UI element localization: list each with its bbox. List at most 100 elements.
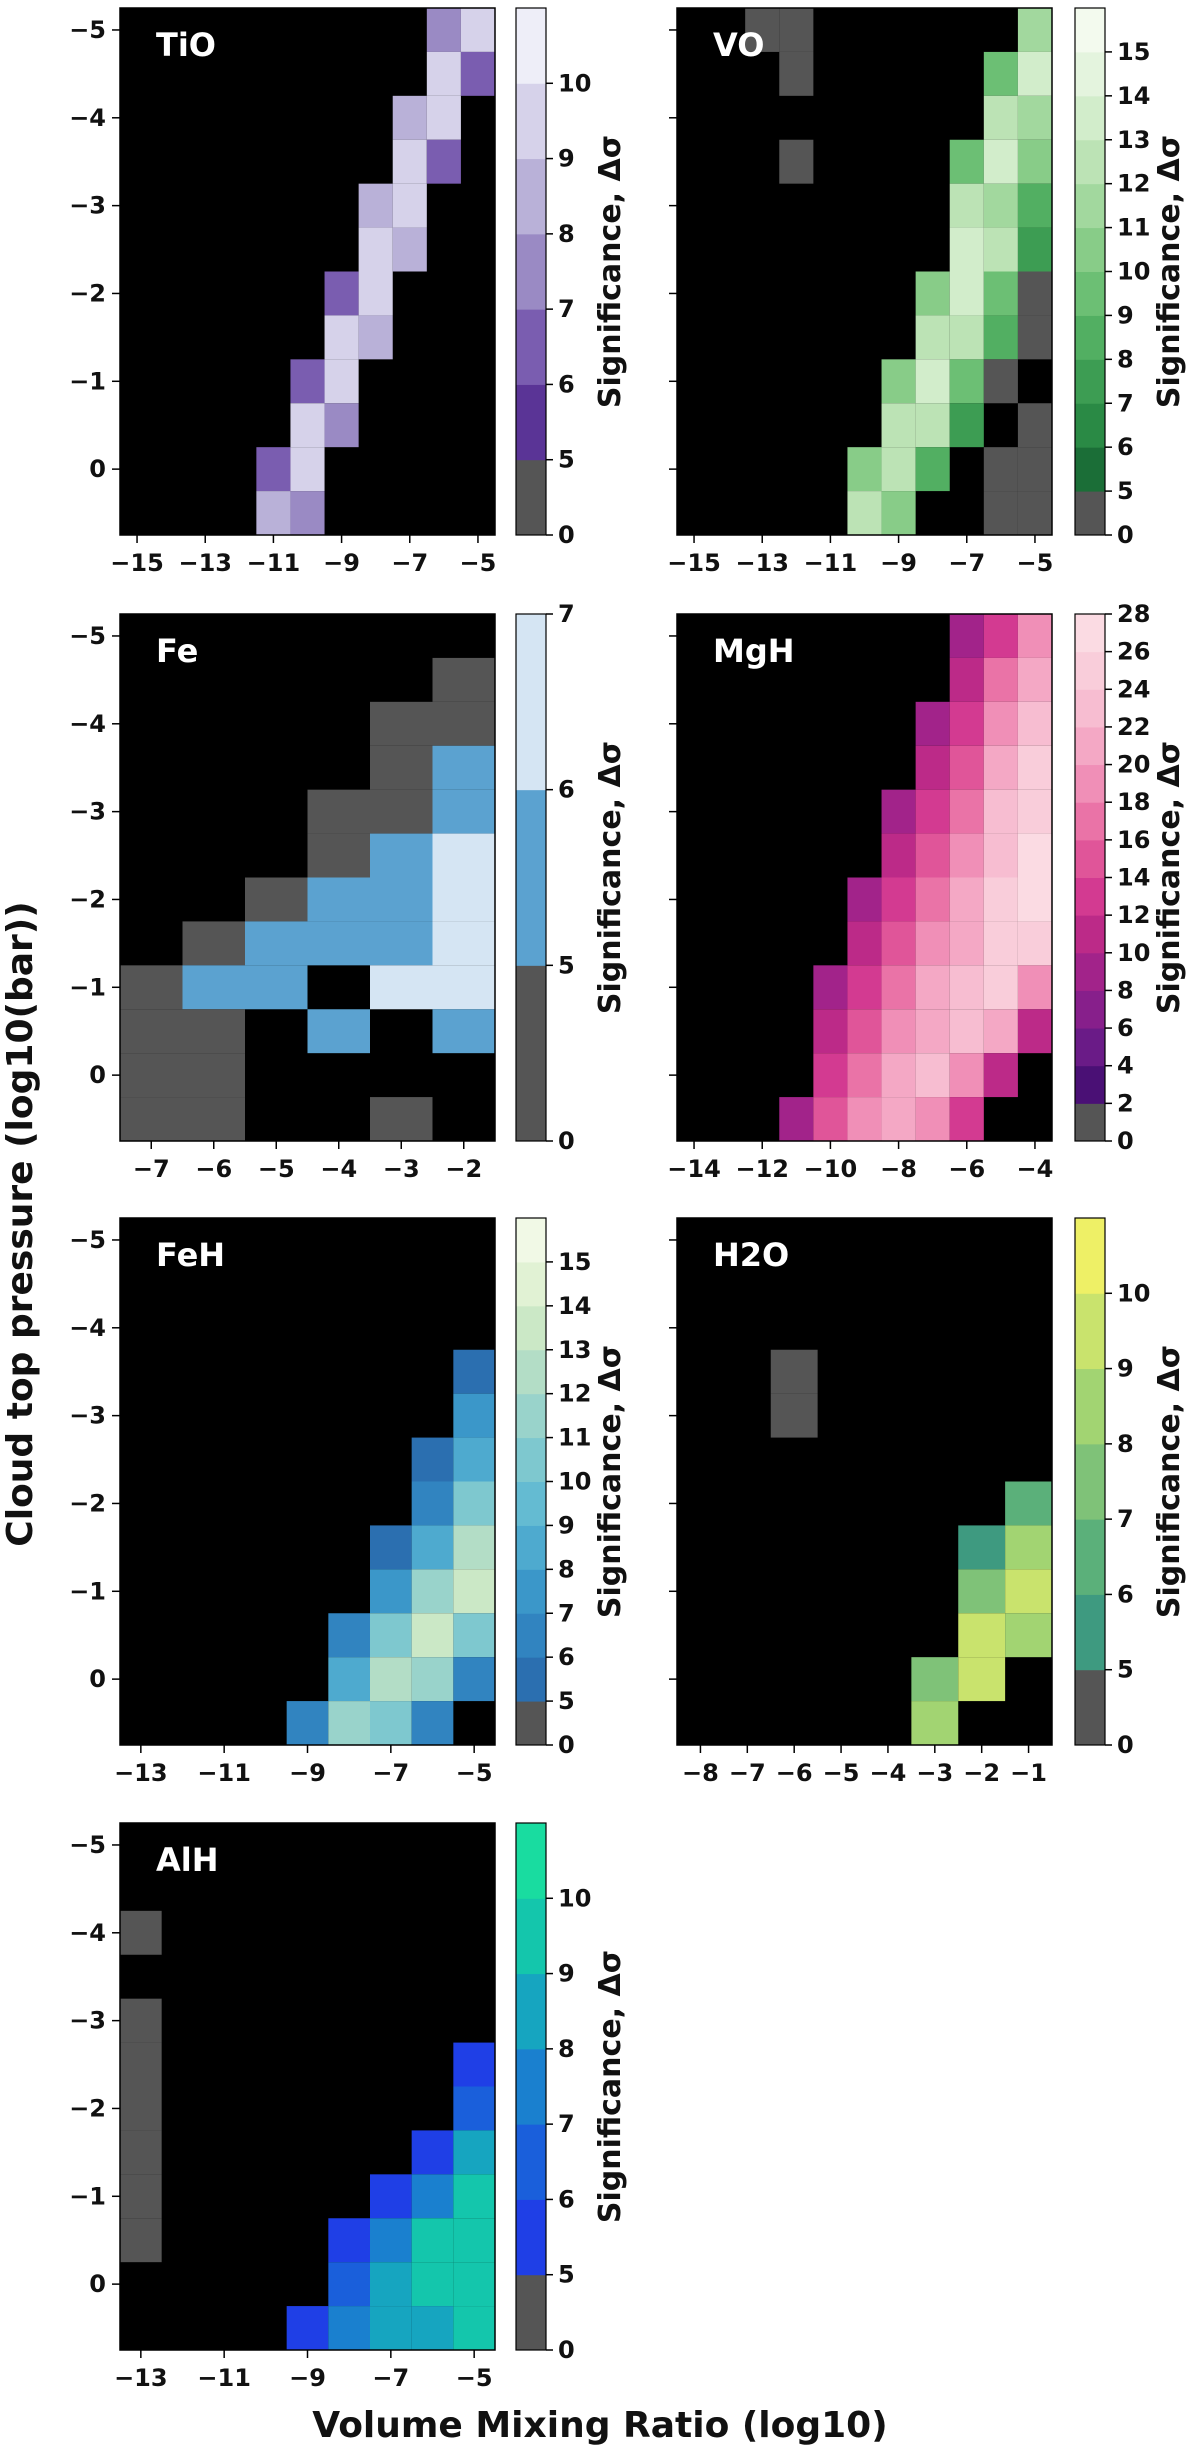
x-tick-label: −7 xyxy=(372,2364,409,2392)
heatmap-cell xyxy=(1017,447,1052,492)
x-tick-label: −3 xyxy=(916,1759,953,1787)
colorbar-tick-label: 20 xyxy=(1117,751,1150,779)
colorbar: 0 5 6 7 Significance, Δσ xyxy=(515,600,628,1155)
x-tick-label: −15 xyxy=(110,549,164,577)
x-tick-label: −13 xyxy=(735,549,789,577)
heatmap-cell xyxy=(915,403,950,448)
colorbar-segment xyxy=(1075,764,1105,803)
colorbar-segment xyxy=(516,83,546,160)
colorbar-tick-label: 11 xyxy=(558,1424,591,1452)
colorbar-segment xyxy=(516,1701,546,1746)
heatmap-cell xyxy=(881,1009,916,1054)
colorbar-tick-label: 14 xyxy=(1117,864,1150,892)
heatmap-cell xyxy=(370,1657,412,1702)
colorbar-segment xyxy=(1075,802,1105,841)
colorbar-segment xyxy=(1075,1443,1105,1520)
heatmap-cell xyxy=(328,1657,370,1702)
colorbar-tick-label: 12 xyxy=(1117,170,1150,198)
heatmap-cell xyxy=(983,701,1018,746)
heatmap-cell xyxy=(813,1009,848,1054)
heatmap-cell xyxy=(120,2130,162,2175)
heatmap-cell xyxy=(392,95,427,140)
x-tick-label: −10 xyxy=(804,1155,858,1183)
heatmap-cell xyxy=(983,833,1018,878)
colorbar-label: Significance, Δσ xyxy=(593,741,628,1014)
y-tick-label: −4 xyxy=(69,1919,106,1947)
panel-title: H2O xyxy=(713,1236,789,1274)
heatmap-cell xyxy=(392,183,427,228)
heatmap-cell xyxy=(1017,139,1052,184)
heatmap-cell xyxy=(432,877,495,922)
colorbar-segment xyxy=(1075,1594,1105,1671)
panel-title: FeH xyxy=(156,1236,225,1274)
colorbar-label: Significance, Δσ xyxy=(1152,1345,1187,1618)
x-tick-label: −4 xyxy=(1017,1155,1054,1183)
colorbar-tick-label: 0 xyxy=(1117,521,1134,549)
colorbar-tick-label: 5 xyxy=(1117,477,1134,505)
heatmap-cell xyxy=(847,491,882,535)
y-tick-label: −1 xyxy=(69,2182,106,2210)
heatmap-cell xyxy=(453,2042,495,2087)
colorbar-segment xyxy=(1075,1293,1105,1370)
x-tick-label: −13 xyxy=(114,1759,168,1787)
y-tick-label: −2 xyxy=(69,1489,106,1517)
y-tick-label: −4 xyxy=(69,710,106,738)
x-tick-label: −3 xyxy=(383,1155,420,1183)
x-tick-label: −5 xyxy=(456,1759,493,1787)
heatmap-cell xyxy=(983,1053,1018,1098)
colorbar-tick-label: 10 xyxy=(1117,1279,1150,1307)
colorbar-segment xyxy=(516,1218,546,1263)
colorbar-segment xyxy=(1075,359,1105,404)
heatmap-cell xyxy=(1017,965,1052,1010)
heatmap-cell xyxy=(432,789,495,834)
heatmap-cell xyxy=(411,2130,454,2175)
heatmap-cell xyxy=(432,1009,495,1054)
colorbar-label: Significance, Δσ xyxy=(593,1345,628,1618)
heatmap-cell xyxy=(1017,183,1052,228)
heatmap-cell xyxy=(370,789,433,834)
heatmap-cell xyxy=(120,1053,183,1098)
heatmap-cell xyxy=(1017,877,1052,922)
heatmap-cell xyxy=(958,1525,1006,1570)
heatmap-cell xyxy=(1017,51,1052,96)
heatmap-cell xyxy=(1017,271,1052,316)
colorbar-segment xyxy=(516,459,546,536)
heatmap-cell xyxy=(983,51,1018,96)
heatmap-cell xyxy=(949,183,984,228)
heatmap-cell xyxy=(881,789,916,834)
heatmap-cell xyxy=(307,877,370,922)
heatmap-cell xyxy=(328,2218,370,2263)
heatmap-cell xyxy=(453,1657,495,1702)
heatmap-cell xyxy=(1017,315,1052,360)
colorbar-tick-label: 5 xyxy=(558,951,575,979)
colorbar-frame xyxy=(515,613,547,1142)
heatmap-cell xyxy=(1017,701,1052,746)
heatmap-cell xyxy=(949,227,984,272)
colorbar-tick-label: 11 xyxy=(1117,214,1150,242)
colorbar-tick-label: 0 xyxy=(558,1731,575,1759)
heatmap-cell xyxy=(120,1009,183,1054)
x-tick-label: −8 xyxy=(880,1155,917,1183)
colorbar-segment xyxy=(1075,491,1105,536)
colorbar-segment xyxy=(1075,1065,1105,1104)
colorbar-tick-label: 0 xyxy=(558,1127,575,1155)
panel-title: VO xyxy=(713,26,764,64)
colorbar-segment xyxy=(1075,839,1105,878)
heatmap-cell xyxy=(983,183,1018,228)
colorbar-segment xyxy=(516,2048,546,2125)
heatmap-cell xyxy=(983,657,1018,702)
colorbar-segment xyxy=(1075,95,1105,141)
y-tick-label: −3 xyxy=(69,1402,106,1430)
heatmap-cell xyxy=(983,315,1018,360)
heatmap-cell xyxy=(1005,1525,1052,1570)
plot-frame xyxy=(119,7,496,536)
heatmap-cell xyxy=(881,491,916,535)
heatmap-cell xyxy=(453,1525,495,1570)
heatmap-cell xyxy=(358,315,393,360)
colorbar-segment xyxy=(516,1305,546,1351)
x-tick-label: −11 xyxy=(247,549,301,577)
heatmap-cell xyxy=(370,921,433,966)
x-tick-label: −5 xyxy=(823,1759,860,1787)
heatmap-cell xyxy=(915,271,950,316)
